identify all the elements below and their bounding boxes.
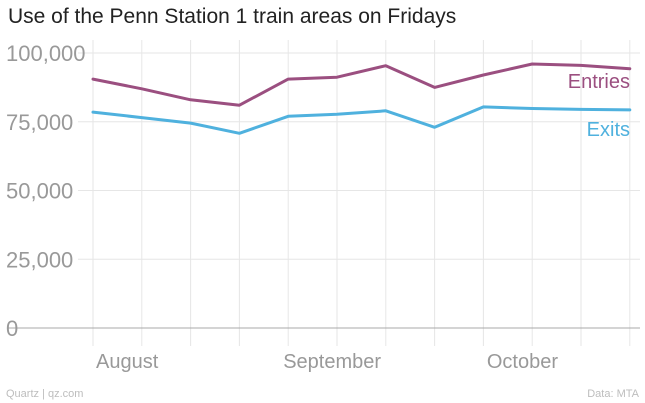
series-lines bbox=[91, 62, 632, 135]
y-tick-label: 50,000 bbox=[6, 179, 73, 204]
y-tick-label: 100,000 bbox=[6, 41, 86, 66]
y-tick-label: 25,000 bbox=[6, 247, 73, 272]
footer-credit: Data: MTA bbox=[587, 388, 639, 400]
series-line-entries bbox=[91, 62, 632, 107]
y-tick-label: 0 bbox=[6, 316, 18, 341]
x-axis-tick-labels: August September October bbox=[96, 351, 558, 373]
x-tick-label: October bbox=[487, 351, 558, 373]
series-line-exits bbox=[91, 105, 632, 135]
horizontal-grid-lines bbox=[8, 52, 640, 329]
series-label-entries: Entries bbox=[568, 71, 630, 93]
series-label-exits: Exits bbox=[587, 119, 630, 141]
footer-source: Quartz | qz.com bbox=[6, 388, 84, 400]
x-tick-label: September bbox=[283, 351, 381, 373]
series-labels: Entries Exits bbox=[568, 71, 630, 141]
vertical-grid-lines bbox=[92, 40, 631, 346]
chart-title: Use of the Penn Station 1 train areas on… bbox=[8, 5, 457, 28]
x-tick-label: August bbox=[96, 351, 159, 373]
y-axis-tick-labels: 0 25,000 50,000 75,000 100,000 bbox=[6, 41, 86, 341]
y-tick-label: 75,000 bbox=[6, 110, 73, 135]
